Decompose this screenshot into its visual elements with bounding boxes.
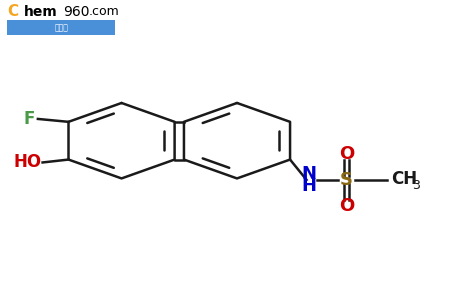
Text: 3: 3 bbox=[411, 179, 419, 192]
Text: 化工网: 化工网 bbox=[55, 23, 68, 32]
Text: F: F bbox=[24, 110, 35, 128]
Text: N: N bbox=[301, 165, 317, 183]
Text: C: C bbox=[7, 4, 18, 19]
FancyBboxPatch shape bbox=[7, 20, 116, 35]
Text: S: S bbox=[340, 171, 353, 189]
Text: HO: HO bbox=[13, 154, 42, 171]
Text: O: O bbox=[339, 145, 354, 163]
Text: .com: .com bbox=[89, 5, 120, 18]
Text: 960: 960 bbox=[64, 5, 90, 18]
Text: H: H bbox=[301, 177, 317, 195]
Text: hem: hem bbox=[24, 5, 58, 18]
Text: O: O bbox=[339, 197, 354, 215]
Text: CH: CH bbox=[391, 170, 417, 188]
